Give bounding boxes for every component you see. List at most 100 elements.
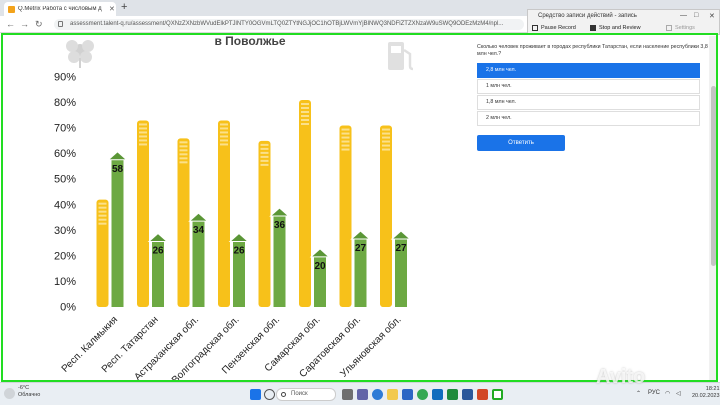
bar-yellow-window (220, 139, 228, 142)
flower-icon (66, 40, 94, 68)
bar-yellow-window (301, 115, 309, 117)
bar-yellow (177, 138, 190, 307)
forward-icon[interactable]: → (20, 19, 29, 29)
data-label: 27 (395, 243, 407, 254)
bar-yellow-window (179, 149, 188, 152)
stop-review-button[interactable]: Stop and Review (590, 25, 641, 31)
browser-tab[interactable]: Q.Metrix Работа с числовым д ✕ (4, 2, 116, 16)
answer-option-3[interactable]: 1,8 млн чел. (477, 95, 700, 110)
bar-yellow-window (220, 135, 228, 138)
weather-desc: Облачно (18, 392, 41, 398)
tab-close-icon[interactable]: ✕ (109, 6, 115, 13)
minimize-icon[interactable]: — (680, 12, 687, 19)
taskbar-search-box[interactable]: Поиск (276, 388, 336, 401)
bar-green-roof (309, 248, 331, 258)
bar-yellow (299, 100, 311, 307)
excel-icon[interactable] (447, 389, 458, 400)
steps-recorder-panel: Средство записи действий - запись — □ ✕ … (527, 9, 720, 35)
bar-green-roof (188, 212, 209, 222)
chrome-icon[interactable] (417, 389, 428, 400)
bar-green-roof (107, 151, 128, 161)
bar-yellow-window (139, 135, 147, 138)
edge-icon[interactable] (372, 389, 383, 400)
store-icon[interactable] (402, 389, 413, 400)
settings-button[interactable]: Settings (666, 25, 695, 31)
stop-icon (590, 25, 596, 31)
bar-yellow-window (382, 132, 390, 135)
data-label: 20 (314, 261, 326, 272)
file-explorer-icon[interactable] (387, 389, 398, 400)
bar-green-roof (390, 230, 412, 240)
bar-green (152, 240, 164, 307)
question-text: Сколько человек проживает в городах респ… (477, 44, 708, 57)
data-label: 34 (193, 225, 205, 236)
magnifier-icon (281, 392, 286, 397)
recorder-taskbar-icon[interactable] (492, 389, 503, 400)
start-icon[interactable] (250, 389, 261, 400)
bar-yellow-window (179, 157, 188, 160)
back-icon[interactable]: ← (6, 19, 15, 29)
language-indicator[interactable]: РУС (648, 390, 661, 396)
reload-icon[interactable]: ↻ (35, 19, 43, 29)
bar-yellow-window (139, 131, 147, 134)
answer-option-2[interactable]: 1 млн чел. (477, 79, 700, 94)
bar-yellow-window (301, 119, 309, 121)
tab-title: Q.Metrix Работа с числовым д (18, 6, 102, 12)
data-label: 36 (274, 220, 286, 231)
new-tab-button[interactable]: + (121, 1, 128, 13)
pause-icon (532, 25, 538, 31)
taskbar: -6°C Облачно Поиск ⌃ РУС ◠ ◁ 18:21 20.02… (0, 382, 720, 405)
bar-yellow (137, 120, 149, 307)
bar-yellow-window (260, 163, 269, 166)
bar-yellow-window (260, 155, 269, 158)
scrollbar-thumb[interactable] (711, 86, 716, 266)
bar-yellow-window (301, 123, 309, 125)
data-label: 26 (233, 246, 245, 257)
weather-icon (4, 388, 15, 399)
task-view-icon[interactable] (342, 389, 353, 400)
wifi-icon[interactable]: ◠ (665, 391, 671, 397)
scrollbar[interactable] (709, 36, 718, 380)
bar-yellow-window (179, 145, 188, 148)
maximize-icon[interactable]: □ (694, 12, 699, 19)
bar-yellow-window (179, 153, 188, 156)
weather-widget[interactable]: -6°C Облачно (18, 385, 40, 399)
bar-green (111, 158, 124, 307)
bar-yellow-window (341, 144, 350, 147)
bar-green (192, 220, 205, 307)
y-tick-label: 90% (54, 72, 76, 84)
bar-yellow-window (382, 128, 390, 131)
bar-yellow-window (382, 144, 390, 147)
outlook-icon[interactable] (432, 389, 443, 400)
submit-button[interactable]: Ответить (477, 135, 565, 151)
answer-option-1[interactable]: 2,8 млн чел. (477, 63, 700, 78)
y-tick-label: 10% (54, 276, 76, 288)
close-icon[interactable]: ✕ (709, 13, 715, 20)
data-label: 58 (112, 164, 124, 175)
taskbar-search-label: Поиск (291, 391, 308, 397)
powerpoint-icon[interactable] (477, 389, 488, 400)
bar-yellow-window (98, 206, 107, 209)
bar-yellow-window (98, 218, 107, 221)
bar-yellow-window (301, 107, 309, 109)
bar-yellow (218, 120, 230, 307)
url-field[interactable]: assessment.talent-q.ru/assessment/QXNzZX… (54, 19, 524, 30)
pause-record-button[interactable]: Pause Record (532, 25, 576, 31)
word-icon[interactable] (462, 389, 473, 400)
bar-yellow-window (341, 132, 350, 135)
y-tick-label: 60% (54, 148, 76, 160)
bar-green (273, 215, 286, 307)
teams-icon[interactable] (357, 389, 368, 400)
answer-option-4[interactable]: 2 млн чел. (477, 111, 700, 126)
bar-yellow (339, 125, 352, 307)
bar-yellow-window (139, 123, 147, 126)
clock[interactable]: 18:21 20.02.2023 (692, 386, 720, 400)
bar-yellow-window (260, 147, 269, 150)
bar-yellow-window (220, 127, 228, 130)
bar-yellow-window (260, 151, 269, 154)
volume-icon[interactable]: ◁ (676, 391, 681, 397)
taskbar-search-icon[interactable] (264, 389, 275, 400)
bar-yellow-window (341, 140, 350, 143)
tray-chevron-icon[interactable]: ⌃ (636, 391, 642, 397)
lock-icon (58, 21, 63, 27)
